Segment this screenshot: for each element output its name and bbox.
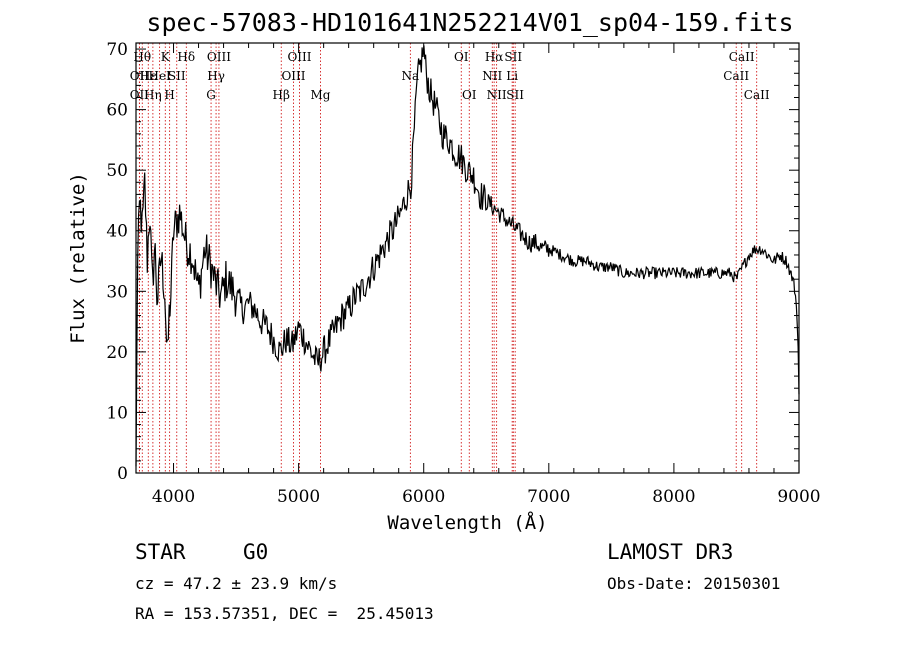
- line-label: Hε: [140, 69, 157, 83]
- line-label: CaII: [744, 88, 770, 102]
- line-label: Mg: [311, 88, 331, 102]
- line-label: OI: [454, 50, 469, 64]
- y-tick-label: 60: [106, 101, 128, 121]
- line-label: G: [206, 88, 216, 102]
- spectral-line-markers: [138, 43, 758, 473]
- y-tick-label: 10: [106, 403, 128, 423]
- line-label: OIII: [287, 50, 311, 64]
- line-label: Hβ: [273, 88, 290, 102]
- y-tick-label: 40: [106, 222, 128, 242]
- y-axis-label: Flux (relative): [67, 172, 89, 344]
- x-axis-ticks: 4000 5000 6000 7000 8000 9000: [152, 43, 821, 507]
- line-label: Hθ: [133, 50, 151, 64]
- x-tick-label: 6000: [402, 487, 445, 507]
- line-label: SII: [506, 88, 524, 102]
- line-label: CaII: [729, 50, 755, 64]
- y-axis-ticks: 0 10 20 30 40 50 60 70: [106, 40, 799, 484]
- y-tick-label: 30: [106, 282, 128, 302]
- x-tick-label: 5000: [277, 487, 320, 507]
- line-label: SII: [168, 69, 186, 83]
- line-label: SII: [504, 50, 522, 64]
- spectral-line-labels: HθOIIOIIHεHηHeIKHSIIHδGHγOIIIHβOIIIOIIIM…: [130, 50, 770, 102]
- plot-frame: [135, 42, 800, 474]
- line-label: Na: [402, 69, 420, 83]
- line-label: K: [161, 50, 171, 64]
- chart-title: spec-57083-HD101641N252214V01_sp04-159.f…: [146, 8, 794, 37]
- line-label: CaII: [723, 69, 749, 83]
- redshift-velocity: cz = 47.2 ± 23.9 km/s: [135, 574, 338, 593]
- line-label: NII: [487, 88, 507, 102]
- y-tick-label: 70: [106, 40, 128, 60]
- object-subclass: G0: [243, 540, 269, 564]
- line-label: OII: [130, 88, 150, 102]
- survey-name: LAMOST DR3: [607, 540, 734, 564]
- line-label: OIII: [281, 69, 305, 83]
- line-label: H: [164, 88, 174, 102]
- line-label: OIII: [207, 50, 231, 64]
- line-label: Hδ: [177, 50, 195, 64]
- observation-date: Obs-Date: 20150301: [607, 574, 781, 593]
- y-tick-label: 0: [117, 464, 128, 484]
- line-label: Hη: [144, 88, 162, 102]
- line-label: Li: [506, 69, 518, 83]
- object-class: STAR: [135, 540, 186, 564]
- line-label: HeI: [148, 69, 171, 83]
- x-axis-label: Wavelength (Å): [387, 511, 547, 534]
- x-tick-label: 8000: [652, 487, 695, 507]
- line-label: Hα: [485, 50, 504, 64]
- flux-series-line: [135, 45, 800, 467]
- y-tick-label: 20: [106, 343, 128, 363]
- line-label: OII: [130, 69, 150, 83]
- x-tick-label: 4000: [152, 487, 195, 507]
- x-tick-label: 7000: [527, 487, 570, 507]
- y-tick-label: 50: [106, 161, 128, 181]
- x-tick-label: 9000: [777, 487, 820, 507]
- line-label: Hγ: [207, 69, 225, 83]
- coordinates: RA = 153.57351, DEC = 25.45013: [135, 604, 434, 623]
- line-label: NII: [482, 69, 502, 83]
- line-label: OI: [462, 88, 477, 102]
